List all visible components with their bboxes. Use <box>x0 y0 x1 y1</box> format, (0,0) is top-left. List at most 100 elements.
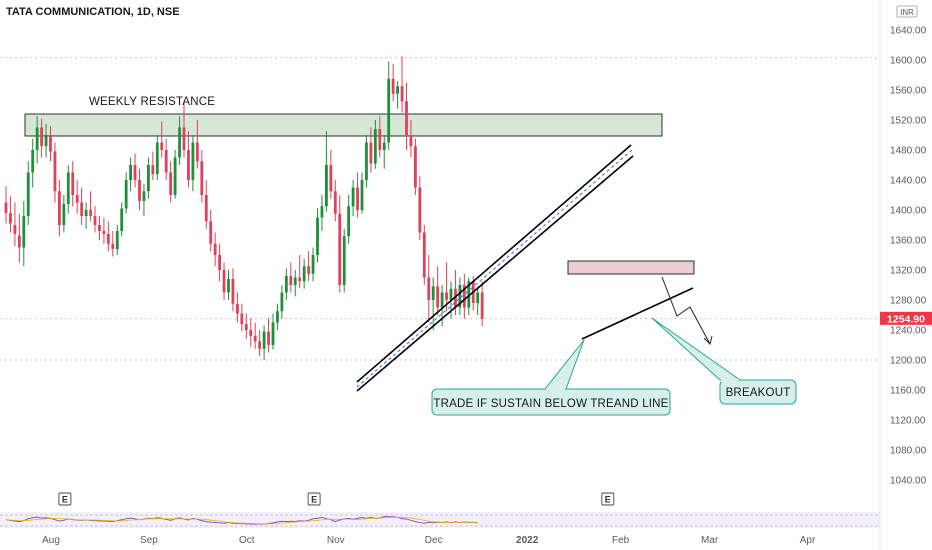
price-tick-label: 1600.00 <box>890 56 927 67</box>
ascending-trend-channel[interactable] <box>356 144 634 392</box>
trade-note-callout[interactable]: TRADE IF SUSTAIN BELOW TREAND LINE <box>431 339 671 416</box>
candle <box>253 322 257 349</box>
candle <box>75 180 79 214</box>
candle <box>373 120 377 169</box>
candle <box>222 262 226 300</box>
candle <box>187 131 190 188</box>
candle <box>462 273 466 319</box>
rsi-panel <box>0 512 880 528</box>
candle <box>13 202 17 246</box>
channel-line-lower <box>356 155 634 392</box>
price-tick-label: 1640.00 <box>890 26 927 37</box>
price-tick-label: 1360.00 <box>890 236 927 247</box>
price-tick-label: 1200.00 <box>890 356 927 367</box>
price-tick-label: 1040.00 <box>890 476 927 487</box>
reference-lines <box>0 57 880 361</box>
candle <box>155 135 159 180</box>
candle <box>44 123 48 158</box>
candle <box>209 210 213 252</box>
support-zone[interactable] <box>567 260 695 275</box>
candle <box>338 195 342 293</box>
weekly-resistance-zone[interactable] <box>24 113 663 137</box>
time-tick-label: 2022 <box>516 535 539 546</box>
earnings-marker-label: E <box>62 495 68 505</box>
price-tick-label: 1240.00 <box>890 326 927 337</box>
time-tick-label: Apr <box>800 535 816 546</box>
candle <box>414 138 417 195</box>
candle <box>151 151 155 180</box>
candle <box>227 270 230 300</box>
candle <box>311 247 315 282</box>
candle <box>382 135 386 169</box>
candle <box>115 225 119 255</box>
time-axis[interactable]: Aug Sep Oct Nov Dec 2022 Feb Mar Apr <box>42 535 816 546</box>
candle <box>164 138 168 180</box>
candle <box>365 135 368 188</box>
candle <box>431 277 435 330</box>
candle <box>476 286 480 315</box>
projection-path <box>661 276 711 345</box>
candle <box>356 172 359 218</box>
candle <box>120 202 124 237</box>
candle <box>378 116 382 158</box>
candle <box>111 231 115 257</box>
weekly-resistance-label: WEEKLY RESISTANCE <box>89 96 215 108</box>
candle <box>369 127 373 173</box>
price-tick-label: 1160.00 <box>890 386 926 397</box>
candle <box>436 266 440 315</box>
candle <box>280 285 284 319</box>
candle <box>9 196 12 233</box>
earnings-marker[interactable]: E <box>58 492 72 506</box>
candle <box>333 180 337 222</box>
price-tick-label: 1560.00 <box>890 86 927 97</box>
candle <box>418 176 422 240</box>
candle <box>200 150 204 203</box>
candle <box>391 63 395 102</box>
trade-note-text: TRADE IF SUSTAIN BELOW TREAND LINE <box>433 398 668 410</box>
candle <box>409 120 413 158</box>
price-tick-label: 1440.00 <box>890 176 927 187</box>
candle <box>342 228 346 293</box>
current-price-label: 1254.90 <box>887 313 925 325</box>
candle <box>360 172 364 214</box>
candle <box>267 318 270 353</box>
candle <box>480 281 484 327</box>
candle <box>262 325 266 360</box>
candle <box>213 232 217 267</box>
price-tick-label: 1520.00 <box>890 116 927 127</box>
candle <box>17 213 21 263</box>
earnings-marker-label: E <box>605 495 611 505</box>
breakout-callout[interactable]: BREAKOUT <box>651 317 797 405</box>
candle <box>178 116 181 165</box>
price-tick-label: 1120.00 <box>890 416 926 427</box>
candle <box>138 168 141 210</box>
candle <box>26 161 30 225</box>
candle <box>271 313 275 350</box>
earnings-marker[interactable]: E <box>307 492 321 506</box>
candle <box>289 262 293 293</box>
candle <box>182 101 186 158</box>
candle <box>4 186 8 224</box>
candle <box>62 195 66 233</box>
candle <box>98 216 101 240</box>
time-tick-label: Oct <box>239 535 255 546</box>
price-axis[interactable]: 1040.00 1080.00 1120.00 1160.00 1200.00 1240.… <box>890 26 927 487</box>
candle <box>49 126 52 162</box>
candle <box>89 191 92 222</box>
candle <box>80 187 84 225</box>
candles-layer <box>4 56 484 360</box>
candle <box>400 56 404 113</box>
candle <box>66 165 70 214</box>
earnings-marker-label: E <box>311 495 317 505</box>
candle <box>93 206 97 233</box>
candle <box>106 221 110 252</box>
candle <box>31 138 35 188</box>
chart-title: TATA COMMUNICATION, 1D, NSE <box>6 6 180 18</box>
candle <box>458 277 462 315</box>
candle <box>316 208 319 263</box>
rising-trend-line[interactable] <box>581 287 694 340</box>
candle <box>302 258 306 289</box>
earnings-marker[interactable]: E <box>601 492 615 506</box>
